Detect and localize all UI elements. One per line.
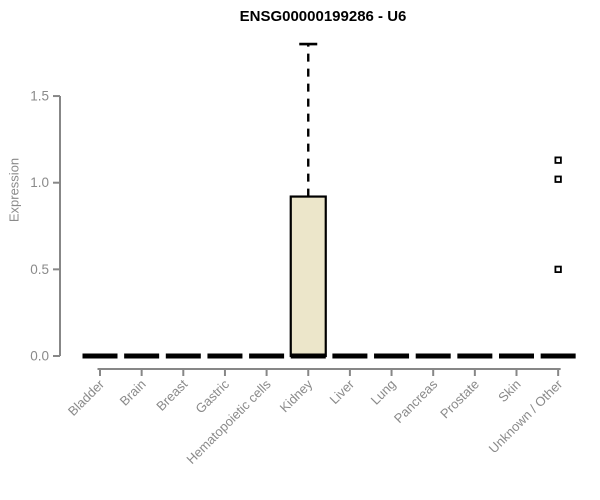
median-bar-unknown-other <box>540 353 576 359</box>
y-tick-label: 1.0 <box>30 175 49 190</box>
median-bar-brain <box>124 353 160 359</box>
median-bar-bladder <box>82 353 118 359</box>
outlier-point-unknown-other <box>554 175 562 183</box>
median-bar-liver <box>332 353 368 359</box>
median-bar-gastric <box>207 353 243 359</box>
y-tick-label: 1.5 <box>30 89 49 104</box>
median-bar-skin <box>499 353 534 359</box>
x-tick-label-lung: Lung <box>368 377 399 408</box>
box-kidney <box>289 195 327 358</box>
x-tick-label-liver: Liver <box>326 376 357 407</box>
x-tick-label-pancreas: Pancreas <box>391 376 441 426</box>
outlier-point-unknown-other <box>554 156 562 164</box>
outlier-point-unknown-other <box>554 265 562 274</box>
y-tick-label: 0.5 <box>30 262 49 277</box>
median-bar-pancreas <box>415 353 451 359</box>
median-bar-kidney <box>290 353 326 359</box>
x-tick-label-bladder: Bladder <box>65 376 108 419</box>
x-tick-label-skin: Skin <box>495 377 523 405</box>
median-bar-lung <box>374 353 410 359</box>
chart-title: ENSG00000199286 - U6 <box>239 8 407 25</box>
x-tick-label-unknown-other: Unknown / Other <box>486 376 566 456</box>
x-tick-label-breast: Breast <box>153 376 190 413</box>
x-tick-label-gastric: Gastric <box>192 376 232 416</box>
y-tick-label: 0.0 <box>30 349 49 364</box>
median-bar-breast <box>165 353 201 359</box>
x-tick-label-prostate: Prostate <box>437 377 482 422</box>
median-bar-hematopoietic-cells <box>249 353 285 359</box>
median-bar-prostate <box>457 353 493 359</box>
x-tick-label-kidney: Kidney <box>277 376 316 415</box>
x-tick-label-brain: Brain <box>117 377 149 409</box>
